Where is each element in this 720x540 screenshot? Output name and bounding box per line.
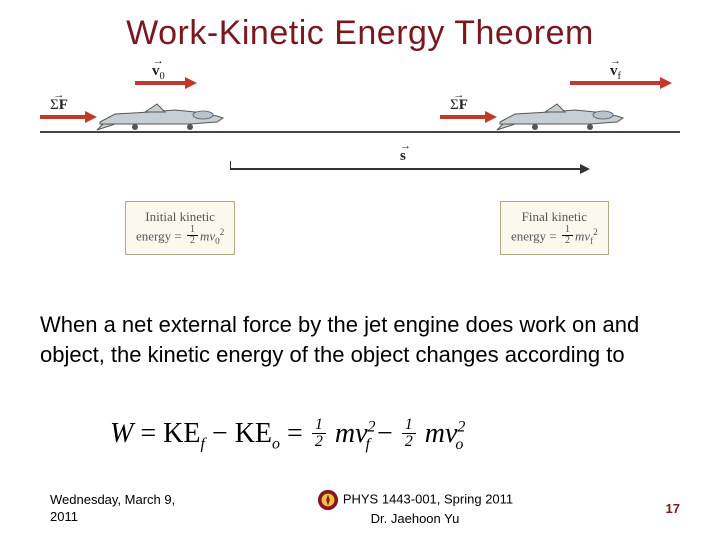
displacement-arrow <box>230 164 590 174</box>
university-logo-icon <box>317 489 339 511</box>
s-label: → s <box>400 144 411 165</box>
initial-ke-line1: Initial kinetic <box>145 209 215 224</box>
v0-label: → v0 <box>152 59 165 82</box>
slide-title: Work-Kinetic Energy Theorem <box>0 0 720 53</box>
jet-final <box>495 102 625 132</box>
force-arrow-final <box>440 111 497 123</box>
final-ke-box: Final kinetic energy = 12mvf2 <box>500 201 609 255</box>
final-ke-prefix: energy = <box>511 229 560 244</box>
initial-ke-box: Initial kinetic energy = 12mv02 <box>125 201 235 255</box>
force-arrow-initial <box>40 111 97 123</box>
initial-ke-prefix: energy = <box>136 229 185 244</box>
final-ke-line1: Final kinetic <box>522 209 587 224</box>
page-number: 17 <box>640 501 720 516</box>
footer-date: Wednesday, March 9, 2011 <box>0 492 190 526</box>
footer-center: PHYS 1443-001, Spring 2011 Dr. Jaehoon Y… <box>190 489 640 528</box>
jet-initial <box>95 102 225 132</box>
velocity-arrow-initial <box>135 77 197 89</box>
title-text: Work-Kinetic Energy Theorem <box>126 14 594 52</box>
force-label-initial: → ΣF <box>50 93 68 114</box>
body-paragraph: When a net external force by the jet eng… <box>40 310 680 369</box>
vf-label: → vf <box>610 59 621 82</box>
main-equation: W = KEf − KEo = 12 mv2f − 12 mv2o <box>110 418 463 454</box>
diagram: → ΣF → v0 → ΣF → vf → s Initial kinetic … <box>40 71 680 261</box>
force-label-final: → ΣF <box>450 93 468 114</box>
velocity-arrow-final <box>570 77 672 89</box>
footer: Wednesday, March 9, 2011 PHYS 1443-001, … <box>0 489 720 528</box>
